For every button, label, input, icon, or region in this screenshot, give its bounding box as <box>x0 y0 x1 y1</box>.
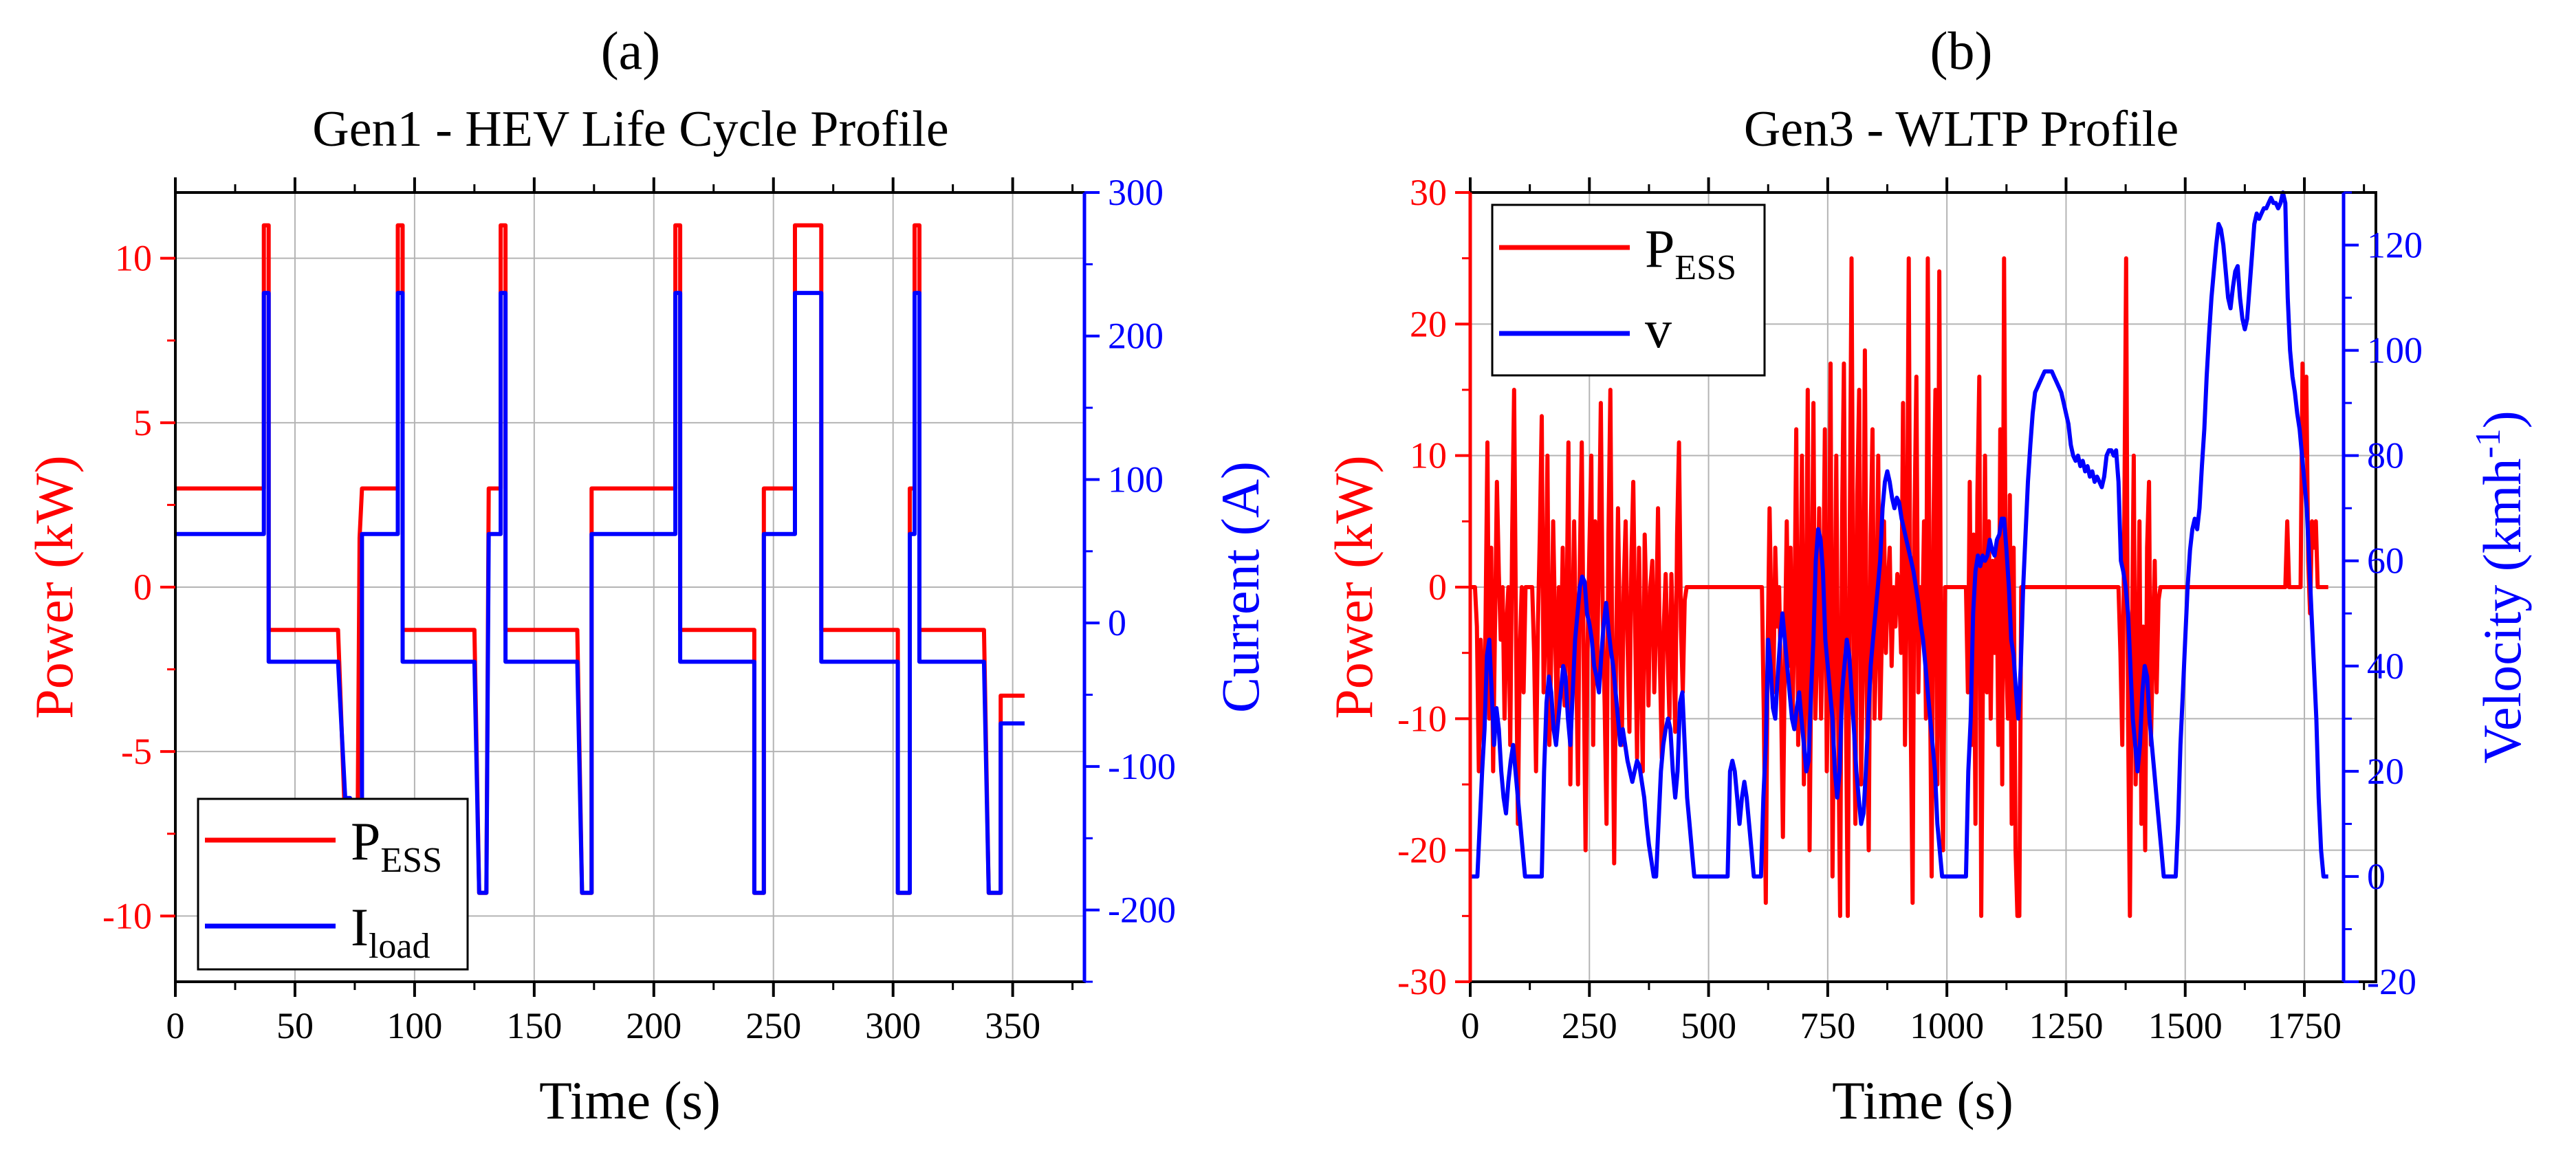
left-tick-label: 30 <box>1410 172 1447 213</box>
left-tick-label: -10 <box>1397 698 1447 739</box>
chart-a-x-axis-label: Time (s) <box>539 1070 721 1130</box>
chart-a-right-ticks: -200 -100 0 100 200 300 <box>1084 172 1176 983</box>
chart-b-right-axis-label: Velocity (kmh-1) <box>2469 410 2532 763</box>
left-tick-label: -5 <box>121 731 152 772</box>
axis-label-tail: ) <box>2472 410 2532 428</box>
chart-b-series <box>1470 190 2328 918</box>
left-tick-label: -30 <box>1397 961 1447 1002</box>
legend-sub-text: load <box>369 927 430 966</box>
right-tick-label: 100 <box>1108 459 1164 500</box>
right-tick-label: 80 <box>2367 435 2404 476</box>
right-tick-label: -100 <box>1108 746 1176 787</box>
right-tick-label: -200 <box>1108 890 1176 931</box>
chart-b-legend-entry-v: v <box>1645 299 1672 359</box>
legend-main-text: P <box>351 811 380 871</box>
x-tick-label: 1250 <box>2029 1005 2103 1046</box>
left-tick-label: -20 <box>1397 830 1447 871</box>
x-tick-label: 1000 <box>1910 1005 1984 1046</box>
chart-a-left-axis-label: Power (kW) <box>24 455 84 718</box>
x-tick-label: 350 <box>985 1005 1040 1046</box>
x-tick-label: 0 <box>1461 1005 1480 1046</box>
left-tick-label: 5 <box>133 402 152 443</box>
chart-b-legend-entry-pess: PESS <box>1645 219 1736 287</box>
chart-b-title: Gen3 - WLTP Profile <box>1744 101 2179 157</box>
right-tick-label: 100 <box>2367 330 2423 371</box>
legend-main-text: P <box>1645 219 1674 278</box>
left-tick-label: 10 <box>1410 435 1447 476</box>
chart-a-legend-entry-iload: Iload <box>351 897 430 966</box>
chart-a-legend-box <box>197 798 469 971</box>
right-tick-label: 20 <box>2367 751 2404 792</box>
chart-b-right-ticks: -20 0 20 40 60 80 100 120 <box>2344 191 2423 1002</box>
chart-b-legend-box <box>1491 204 1766 377</box>
x-tick-label: 250 <box>745 1005 801 1046</box>
x-tick-label: 750 <box>1800 1005 1855 1046</box>
chart-a-right-axis-label: Current (A) <box>1210 461 1270 713</box>
chart-b-x-ticks: 0 250 500 750 1000 1250 1500 1750 <box>1461 177 2366 1046</box>
chart-b-left-ticks: -30 -20 -10 0 10 20 30 <box>1397 172 1470 1002</box>
left-tick-label: -10 <box>102 895 152 936</box>
x-tick-label: 50 <box>276 1005 314 1046</box>
chart-a-grid <box>175 192 1084 982</box>
right-tick-label: 0 <box>2367 856 2386 897</box>
x-tick-label: 100 <box>386 1005 442 1046</box>
x-tick-label: 200 <box>626 1005 681 1046</box>
left-tick-label: 20 <box>1410 303 1447 344</box>
x-tick-label: 500 <box>1681 1005 1736 1046</box>
x-tick-label: 1750 <box>2267 1005 2342 1046</box>
axis-label-sup: -1 <box>2469 428 2508 458</box>
chart-a-series <box>175 223 1025 895</box>
axis-label-main: Velocity (kmh <box>2472 459 2532 764</box>
right-tick-label: 60 <box>2367 540 2404 582</box>
right-tick-label: 200 <box>1108 316 1164 357</box>
chart-b-left-axis-label: Power (kW) <box>1324 455 1384 718</box>
right-tick-label: 0 <box>1108 602 1126 644</box>
chart-b-x-axis-label: Time (s) <box>1832 1070 2013 1130</box>
chart-a: (a) Gen1 - HEV Life Cycle Profile 0 50 100… <box>24 21 1270 1130</box>
series-v-line <box>1470 190 2328 879</box>
chart-a-title: Gen1 - HEV Life Cycle Profile <box>312 101 948 157</box>
left-tick-label: 10 <box>115 238 152 279</box>
panel-label-a: (a) <box>601 21 661 80</box>
left-tick-label: 0 <box>133 566 152 608</box>
right-tick-label: 300 <box>1108 172 1164 213</box>
right-tick-label: -20 <box>2367 961 2416 1002</box>
x-tick-label: 150 <box>506 1005 562 1046</box>
panel-label-b: (b) <box>1930 21 1993 80</box>
legend-sub-text: ESS <box>1674 248 1736 287</box>
x-tick-label: 250 <box>1562 1005 1617 1046</box>
chart-a-legend: PESS Iload <box>197 798 469 971</box>
legend-main-text: I <box>351 897 369 957</box>
x-tick-label: 300 <box>865 1005 921 1046</box>
right-tick-label: 40 <box>2367 646 2404 687</box>
chart-a-left-ticks: -10 -5 0 5 10 <box>102 238 175 936</box>
left-tick-label: 0 <box>1428 566 1447 608</box>
right-tick-label: 120 <box>2367 225 2423 266</box>
chart-b: (b) Gen3 - WLTP Profile 0 250 500 750 1000 12… <box>1324 21 2532 1130</box>
chart-b-legend: PESS v <box>1491 204 1766 377</box>
x-tick-label: 1500 <box>2148 1005 2223 1046</box>
chart-a-legend-entry-pess: PESS <box>351 811 442 880</box>
legend-main-text: v <box>1645 299 1672 359</box>
legend-sub-text: ESS <box>380 841 442 880</box>
chart-a-x-ticks: 0 50 100 150 200 250 300 350 <box>166 177 1074 1046</box>
x-tick-label: 0 <box>166 1005 185 1046</box>
